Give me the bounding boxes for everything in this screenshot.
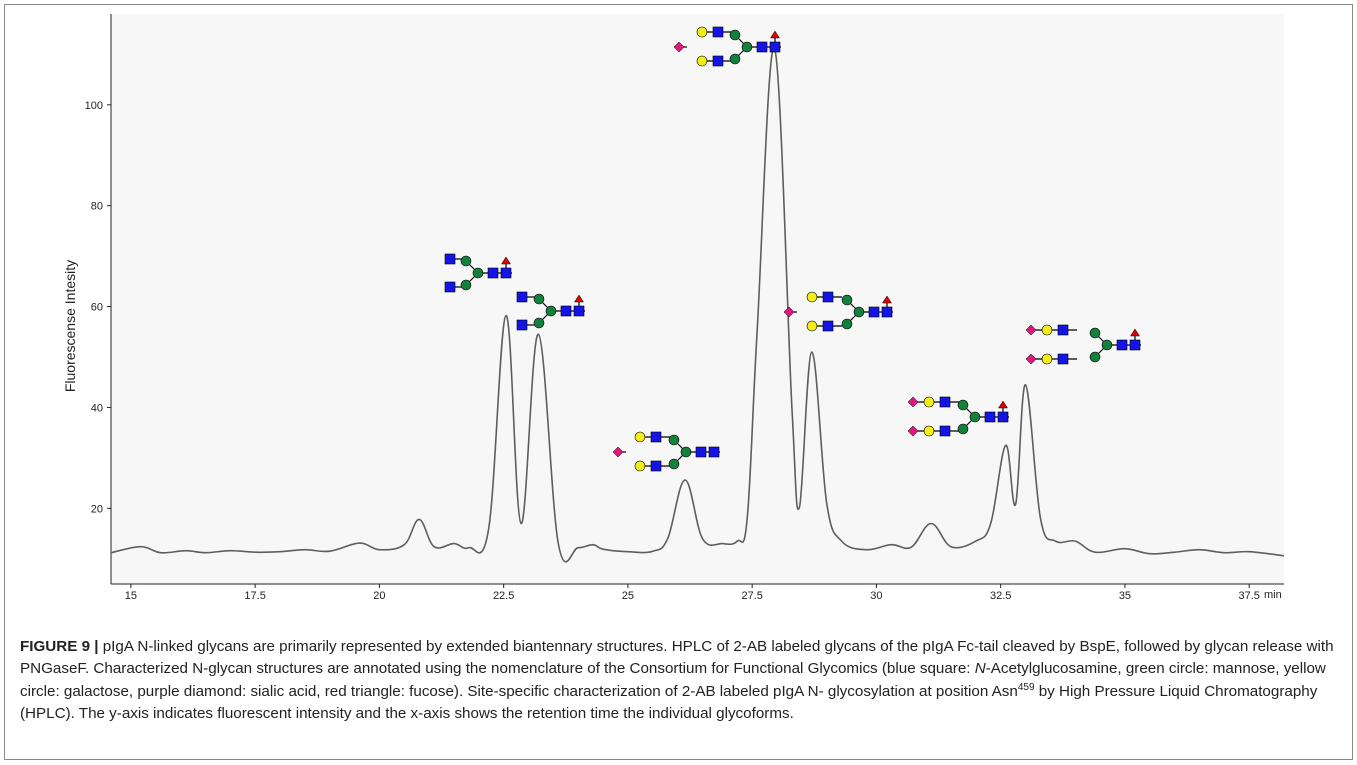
y-tick-label: 80 <box>91 201 103 213</box>
y-tick-label: 20 <box>91 503 103 515</box>
caption-text-1: pIgA N-linked glycans are primarily repr… <box>20 638 1334 678</box>
x-tick-label: 22.5 <box>493 590 514 602</box>
y-tick-label: 100 <box>85 100 103 112</box>
hplc-chromatogram: 20 40 60 80 100 15 17.5 20 22.5 25 27.5 30 32.5 35 37… <box>62 14 1285 602</box>
x-axis-unit: min <box>1264 589 1282 601</box>
x-tick-label: 15 <box>125 590 137 602</box>
caption-italic-n: N <box>974 660 986 678</box>
caption-text-3: by High Pressure Liquid Chromatography (… <box>20 682 1318 723</box>
y-tick-label: 60 <box>91 302 103 314</box>
x-tick-label: 25 <box>622 590 634 602</box>
caption-superscript: 459 <box>1017 681 1035 693</box>
plot-area <box>111 14 1284 584</box>
x-axis-ticks: 15 17.5 20 22.5 25 27.5 30 32.5 35 37.5 <box>125 584 1260 602</box>
x-tick-label: 30 <box>870 590 882 602</box>
x-tick-label: 27.5 <box>741 590 762 602</box>
y-tick-label: 40 <box>91 402 103 414</box>
x-tick-label: 37.5 <box>1238 590 1259 602</box>
x-tick-label: 20 <box>373 590 385 602</box>
figure-caption: FIGURE 9 | pIgA N-linked glycans are pri… <box>20 636 1340 726</box>
x-tick-label: 32.5 <box>990 590 1011 602</box>
x-tick-label: 17.5 <box>244 590 265 602</box>
chromatogram-trace <box>110 47 1285 563</box>
caption-lead: FIGURE 9 | <box>20 638 99 655</box>
x-tick-label: 35 <box>1119 590 1131 602</box>
y-axis-ticks: 20 40 60 80 100 <box>85 100 111 515</box>
y-axis-label: Fluorescense Intesity <box>62 260 78 392</box>
caption-text-2: -Acetylglucosamine, green circle: mannos… <box>20 660 1326 700</box>
